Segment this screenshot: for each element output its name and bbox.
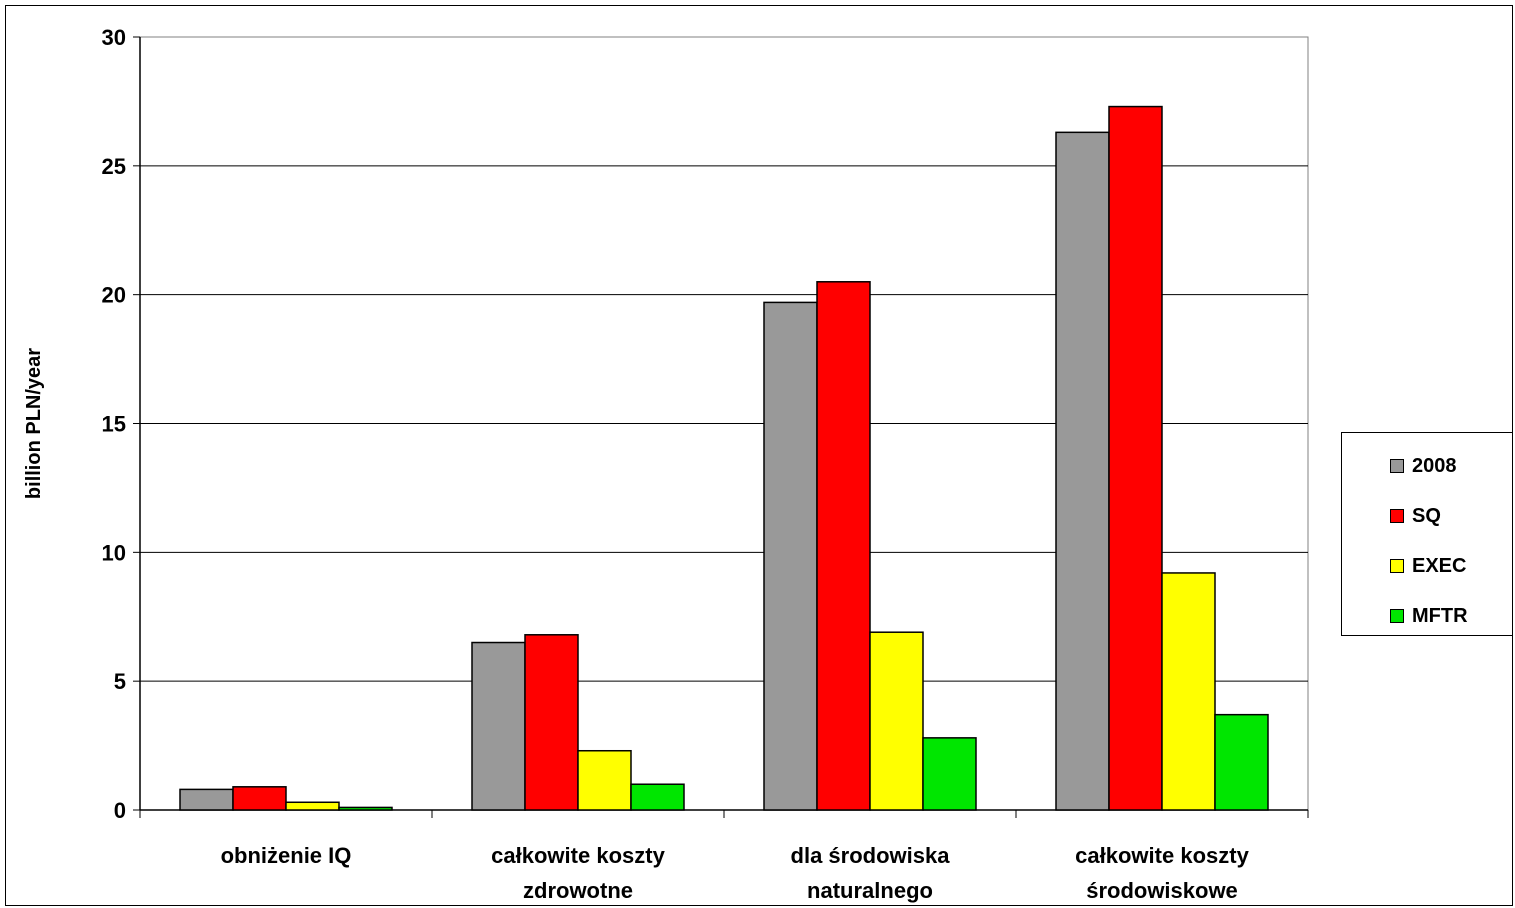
bar-exec (869, 631, 924, 811)
bar-mftr (338, 806, 393, 811)
bar-exec (1161, 572, 1216, 811)
legend-item-sq: SQ (1390, 491, 1512, 541)
y-tick-label: 5 (114, 669, 126, 694)
y-axis-title: billion PLN/year (23, 348, 45, 499)
bar-sq (1108, 105, 1163, 811)
legend-swatch (1390, 459, 1404, 473)
x-category-label: naturalnego (807, 878, 933, 903)
legend-swatch (1390, 559, 1404, 573)
y-tick-label: 20 (102, 283, 126, 308)
bar-sq (524, 634, 579, 811)
bar-2008 (471, 641, 526, 811)
legend-swatch (1390, 509, 1404, 523)
y-tick-label: 15 (102, 412, 126, 437)
legend-item-exec: EXEC (1390, 541, 1512, 591)
x-category-label: zdrowotne (523, 878, 633, 903)
y-tick-label: 30 (102, 25, 126, 50)
legend-item-mftr: MFTR (1390, 591, 1512, 641)
x-category-label: całkowite koszty (1075, 843, 1249, 868)
x-category-label: środowiskowe (1086, 878, 1238, 903)
bar-2008 (179, 788, 234, 811)
y-tick-label: 0 (114, 798, 126, 823)
bar-mftr (1214, 713, 1269, 811)
bar-mftr (922, 737, 977, 811)
x-category-label: całkowite koszty (491, 843, 665, 868)
legend-label: MFTR (1412, 604, 1468, 627)
y-tick-label: 10 (102, 540, 126, 565)
x-category-label: dla środowiska (791, 843, 951, 868)
legend-label: 2008 (1412, 454, 1457, 477)
bar-sq (232, 786, 287, 811)
chart-legend: 2008 SQ EXEC MFTR (1341, 432, 1513, 636)
bar-sq (816, 281, 871, 811)
bar-2008 (1055, 131, 1110, 811)
legend-label: EXEC (1412, 554, 1467, 577)
bar-2008 (763, 301, 818, 811)
x-category-label: obniżenie IQ (221, 843, 352, 868)
bar-exec (577, 749, 632, 811)
y-tick-label: 25 (102, 154, 126, 179)
legend-item-2008: 2008 (1390, 441, 1512, 491)
legend-swatch (1390, 609, 1404, 623)
legend-label: SQ (1412, 504, 1441, 527)
bar-exec (285, 801, 340, 811)
bar-mftr (630, 783, 685, 811)
